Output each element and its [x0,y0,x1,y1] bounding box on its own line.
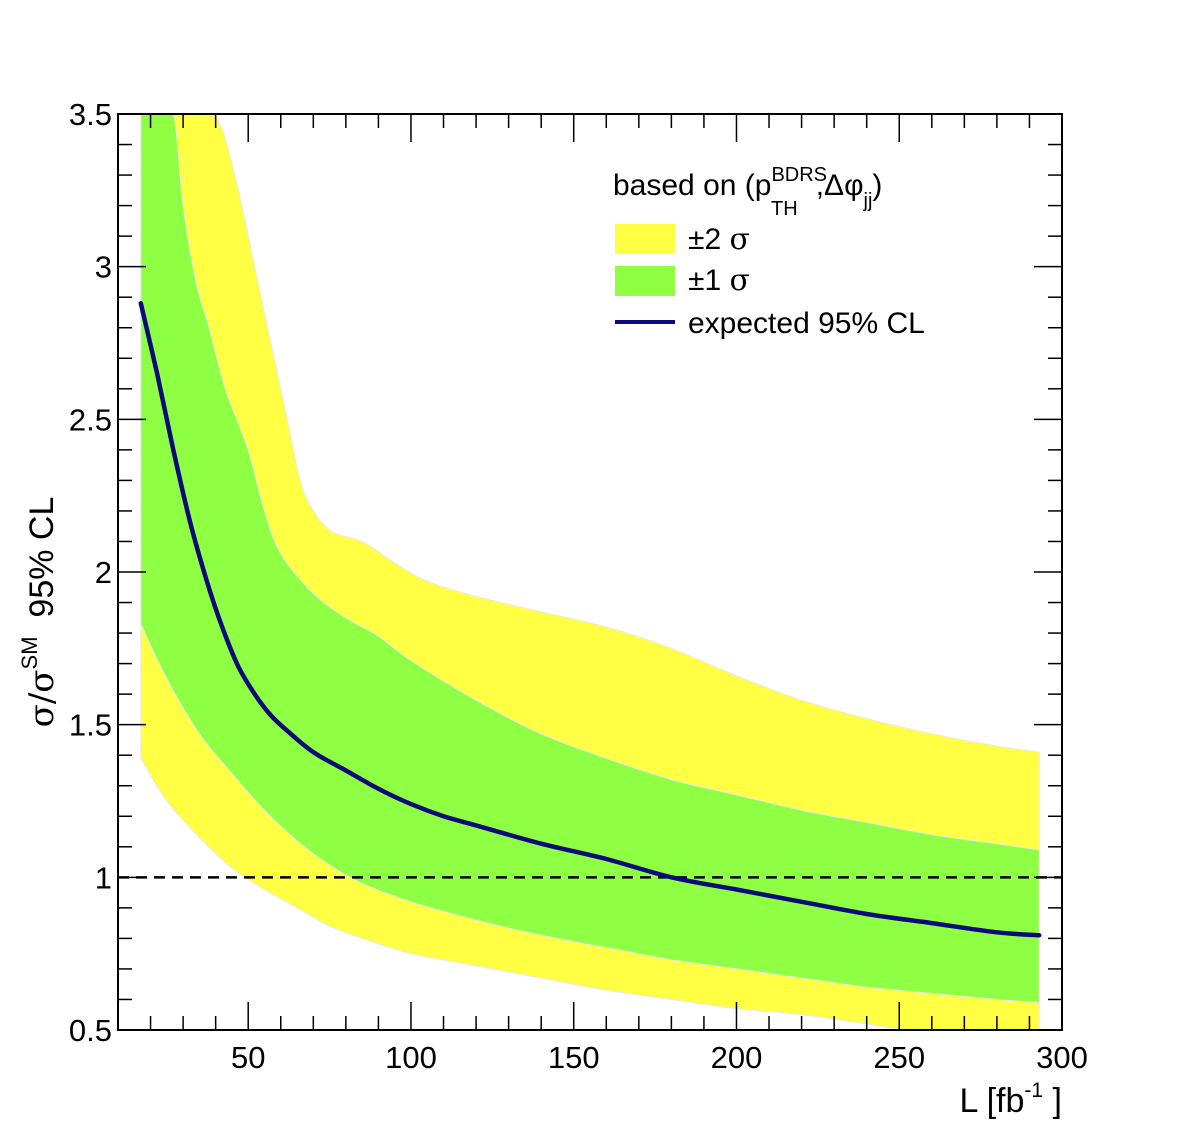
x-tick-label: 100 [385,1040,437,1075]
y-tick-label: 0.5 [69,1013,112,1048]
tick-labels: 50 100 150 200 250 300 0.5 1 1.5 2 2.5 3 3.5 [69,97,1088,1075]
y-tick-label: 1 [95,860,112,895]
x-tick-label: 150 [548,1040,600,1075]
legend: based on (pBDRS TH,Δφjj) ±2 σ ±1 σ expect… [613,164,925,340]
y-axis-title: σ/σSM 95% CL [17,497,62,728]
legend-header: based on (pBDRS TH,Δφjj) [613,164,882,220]
x-tick-label: 200 [711,1040,763,1075]
series-lines [138,301,1042,938]
legend-label-2sigma: ±2 σ [688,222,750,257]
legend-swatch-2sigma [615,224,675,254]
y-tick-label: 2.5 [69,402,112,437]
series-line-expected [138,301,1042,938]
legend-label-expected: expected 95% CL [688,307,925,340]
legend-swatch-1sigma [615,266,675,296]
x-axis-title: L [fb-1 ] [960,1079,1063,1120]
x-tick-label: 300 [1036,1040,1088,1075]
axis-ticks [118,114,1062,1030]
y-tick-label: 2 [95,555,112,590]
y-tick-label: 1.5 [69,708,112,743]
bands [140,114,1040,1030]
x-tick-label: 50 [231,1040,265,1075]
legend-label-1sigma: ±1 σ [688,263,750,298]
x-tick-label: 250 [873,1040,925,1075]
y-tick-label: 3 [95,250,112,285]
y-tick-label: 3.5 [69,97,112,132]
